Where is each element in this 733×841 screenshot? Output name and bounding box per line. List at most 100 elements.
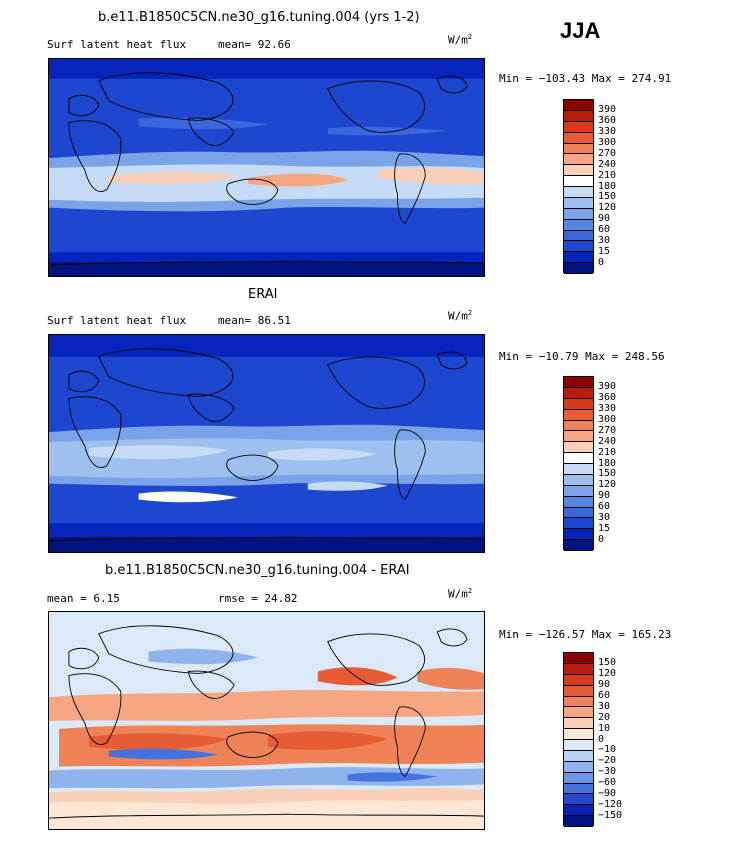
panel2-colorbar [563,376,594,551]
panel2-colorbar-box-11 [564,496,593,508]
panel2-colorbar-box-1 [564,387,593,399]
panel3-colorbar-box-4 [564,696,593,708]
panel1-colorbar-box-15 [564,263,593,274]
panel1-colorbar-label: 390 [598,104,617,115]
panel1-colorbar-label: 15 [598,246,611,257]
panel2-colorbar-label: 120 [598,479,617,490]
panel3-colorbar-label: −90 [598,788,617,799]
panel1-colorbar-box-5 [564,154,593,166]
panel2-colorbar-label: 150 [598,468,617,479]
panel1-colorbar-label: 270 [598,148,617,159]
panel1-map [48,58,485,277]
panel1-colorbar-label: 180 [598,181,617,192]
panel3-rmse: rmse = 24.82 [218,592,298,605]
panel2-colorbar-box-13 [564,518,593,530]
panel3-map [48,611,485,830]
panel2-colorbar-box-4 [564,420,593,432]
panel2-colorbar-box-0 [564,377,593,388]
panel2-colorbar-box-10 [564,485,593,497]
panel2-colorbar-label: 390 [598,381,617,392]
panel2-colorbar-label: 0 [598,534,605,545]
panel1-colorbar-label: 150 [598,191,617,202]
panel1-colorbar-box-4 [564,143,593,155]
panel1-minmax: Min = −103.43 Max = 274.91 [499,72,672,85]
panel1-mean: mean= 92.66 [218,38,291,51]
panel2-title: ERAI [248,287,278,302]
panel3-colorbar-label: −120 [598,799,623,810]
panel2-map [48,334,485,553]
panel3-minmax: Min = −126.57 Max = 165.23 [499,628,672,641]
panel1-colorbar-box-14 [564,252,593,264]
panel2-colorbar-box-14 [564,529,593,541]
panel3-colorbar [563,652,594,827]
panel2-colorbar-label: 300 [598,414,617,425]
panel3-colorbar-box-0 [564,653,593,664]
panel2-colorbar-label: 240 [598,436,617,447]
panel3-colorbar-box-8 [564,740,593,751]
panel3-colorbar-label: −60 [598,777,617,788]
panel3-colorbar-box-6 [564,718,593,730]
panel1-colorbar-box-2 [564,121,593,133]
panel3-colorbar-box-13 [564,794,593,806]
panel3-colorbar-box-3 [564,685,593,697]
panel1-colorbar-box-7 [564,176,593,187]
panel3-colorbar-box-14 [564,805,593,817]
panel2-colorbar-label: 30 [598,512,611,523]
panel3-colorbar-label: 0 [598,734,605,745]
panel3-colorbar-label: 30 [598,701,611,712]
panel2-minmax: Min = −10.79 Max = 248.56 [499,350,665,363]
panel3-colorbar-box-1 [564,663,593,675]
panel2-colorbar-box-9 [564,474,593,486]
panel1-colorbar-box-8 [564,187,593,198]
panel3-colorbar-box-9 [564,750,593,762]
panel3-colorbar-box-12 [564,783,593,795]
panel3-colorbar-label: −150 [598,810,623,821]
panel1-colorbar-label: 300 [598,137,617,148]
panel1-colorbar-box-11 [564,219,593,231]
panel1-colorbar-label: 240 [598,159,617,170]
panel2-units: W/m2 [448,309,473,323]
panel3-colorbar-label: 150 [598,657,617,668]
panel3-colorbar-box-15 [564,816,593,827]
panel1-colorbar-label: 120 [598,202,617,213]
panel1-title: b.e11.B1850C5CN.ne30_g16.tuning.004 (yrs… [98,10,420,25]
panel1-colorbar-label: 360 [598,115,617,126]
panel3-colorbar-label: 90 [598,679,611,690]
season-label: JJA [560,18,601,43]
panel3-colorbar-label: 20 [598,712,611,723]
panel2-colorbar-label: 90 [598,490,611,501]
panel1-colorbar-label: 60 [598,224,611,235]
panel3-colorbar-label: 10 [598,723,611,734]
panel2-field-label: Surf latent heat flux [47,314,187,327]
panel1-colorbar-box-13 [564,241,593,253]
panel1-colorbar-label: 0 [598,257,605,268]
panel3-colorbar-label: 60 [598,690,611,701]
panel1-colorbar-box-0 [564,100,593,111]
panel2-colorbar-box-5 [564,431,593,443]
panel1-colorbar-box-10 [564,208,593,220]
panel2-colorbar-box-2 [564,398,593,410]
panel2-colorbar-box-12 [564,507,593,519]
panel1-map-field [49,59,484,276]
panel3-colorbar-label: −20 [598,755,617,766]
panel2-colorbar-box-3 [564,409,593,421]
panel2-colorbar-box-6 [564,442,593,454]
panel3-colorbar-box-10 [564,761,593,773]
panel1-colorbar-label: 30 [598,235,611,246]
panel2-colorbar-label: 60 [598,501,611,512]
panel2-colorbar-label: 180 [598,458,617,469]
panel1-colorbar-label: 90 [598,213,611,224]
panel1-units: W/m2 [448,33,473,47]
panel2-map-field [49,335,484,552]
panel2-mean: mean= 86.51 [218,314,291,327]
panel3-colorbar-label: −30 [598,766,617,777]
panel3-colorbar-box-11 [564,772,593,784]
panel1-colorbar-box-6 [564,165,593,177]
panel1-colorbar-label: 330 [598,126,617,137]
panel3-map-field [49,612,484,829]
panel1-colorbar [563,99,594,274]
panel3-colorbar-label: −10 [598,744,617,755]
panel3-colorbar-label: 120 [598,668,617,679]
panel1-colorbar-box-3 [564,132,593,144]
panel1-field-label: Surf latent heat flux [47,38,187,51]
